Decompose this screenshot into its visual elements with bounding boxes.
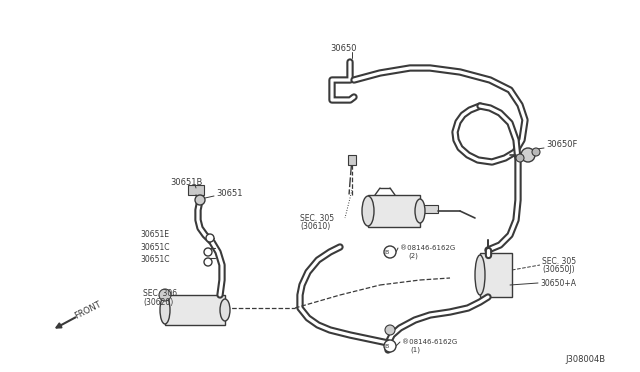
Circle shape <box>521 148 535 162</box>
Text: J308004B: J308004B <box>565 356 605 365</box>
Circle shape <box>384 246 396 258</box>
Ellipse shape <box>415 199 425 223</box>
Circle shape <box>159 289 171 301</box>
Bar <box>348 155 356 165</box>
Text: (2): (2) <box>408 253 418 259</box>
Circle shape <box>204 258 212 266</box>
Bar <box>368 195 420 227</box>
Text: B: B <box>385 343 389 349</box>
Bar <box>188 185 204 195</box>
Text: 30651E: 30651E <box>140 230 169 238</box>
Text: ®08146-6162G: ®08146-6162G <box>402 339 457 345</box>
Ellipse shape <box>220 299 230 321</box>
Text: SEC. 306: SEC. 306 <box>143 289 177 298</box>
Text: (30650J): (30650J) <box>542 264 575 273</box>
Text: (30610): (30610) <box>300 221 330 231</box>
Text: B: B <box>385 250 389 254</box>
Text: 30651B: 30651B <box>170 177 202 186</box>
Bar <box>480 253 512 297</box>
Text: 30650F: 30650F <box>546 140 577 148</box>
Bar <box>420 205 438 213</box>
Text: 30650: 30650 <box>330 44 356 52</box>
Circle shape <box>204 248 212 256</box>
Ellipse shape <box>160 296 170 324</box>
Text: (30620): (30620) <box>143 298 173 308</box>
Ellipse shape <box>475 255 485 295</box>
Ellipse shape <box>362 196 374 226</box>
Text: FRONT: FRONT <box>73 299 102 321</box>
Text: (1): (1) <box>410 347 420 353</box>
Text: 30651C: 30651C <box>140 256 170 264</box>
Text: SEC. 305: SEC. 305 <box>542 257 576 266</box>
Text: ®08146-6162G: ®08146-6162G <box>400 245 455 251</box>
Circle shape <box>516 154 524 162</box>
Circle shape <box>195 195 205 205</box>
Circle shape <box>206 234 214 242</box>
Bar <box>165 295 225 325</box>
Text: SEC. 305: SEC. 305 <box>300 214 334 222</box>
Circle shape <box>384 340 396 352</box>
Circle shape <box>385 325 395 335</box>
Text: 30651: 30651 <box>216 189 243 198</box>
Circle shape <box>532 148 540 156</box>
Text: 30651C: 30651C <box>140 244 170 253</box>
Text: 30650+A: 30650+A <box>540 279 576 288</box>
